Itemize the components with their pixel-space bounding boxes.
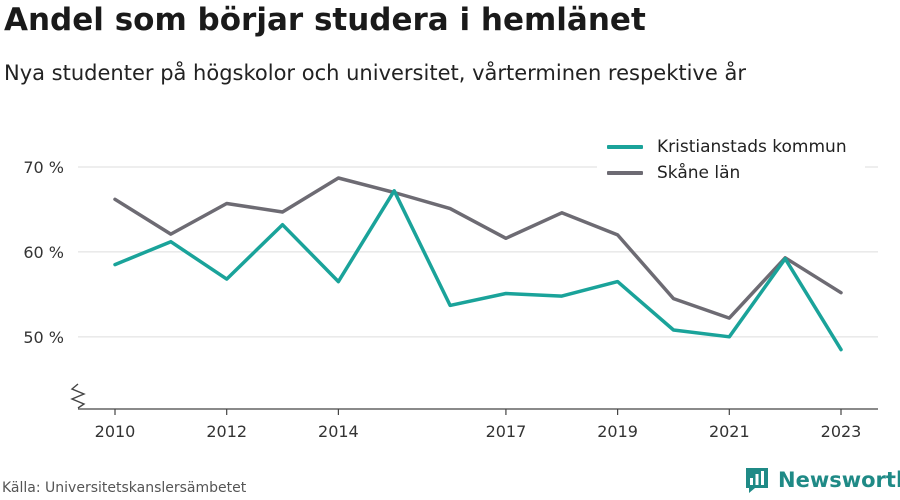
x-tick-label: 2012: [206, 422, 247, 441]
x-tick-label: 2023: [821, 422, 862, 441]
x-tick-label: 2010: [95, 422, 136, 441]
legend-swatch-skane: [607, 171, 643, 175]
legend: Kristianstads kommun Skåne län: [597, 132, 865, 188]
brand-name: Newsworthy: [778, 468, 900, 492]
x-tick-label: 2014: [318, 422, 359, 441]
x-axis: [70, 383, 878, 410]
y-tick-label: 70 %: [23, 158, 64, 177]
source-note: Källa: Universitetskanslersämbetet: [2, 480, 247, 496]
legend-swatch-kristianstad: [607, 145, 643, 149]
chart-subtitle: Nya studenter på högskolor och universit…: [4, 61, 746, 85]
axis-break-icon: [70, 383, 86, 409]
y-tick-label: 60 %: [23, 243, 64, 262]
series-line-skane: [113, 176, 843, 320]
legend-item-skane: Skåne län: [607, 160, 740, 186]
y-axis-tick-labels: 50 % 60 % 70 %: [23, 158, 64, 347]
brand-logo: Newsworthy: [744, 466, 900, 494]
x-axis-tick-labels: 2010 2012 2014 2017 2019 2021 2023: [95, 409, 862, 441]
chart-title: Andel som börjar studera i hemlänet: [4, 2, 646, 38]
gridlines: [78, 166, 878, 338]
x-tick-label: 2021: [709, 422, 750, 441]
legend-label-kristianstad: Kristianstads kommun: [657, 137, 847, 157]
y-tick-label: 50 %: [23, 328, 64, 347]
x-tick-label: 2019: [597, 422, 638, 441]
series-line-kristianstad: [113, 189, 843, 352]
legend-label-skane: Skåne län: [657, 163, 741, 183]
series-lines: [113, 176, 843, 352]
newsworthy-logo-icon: [746, 468, 768, 493]
x-tick-label: 2017: [486, 422, 527, 441]
legend-item-kristianstad: Kristianstads kommun: [607, 134, 847, 160]
